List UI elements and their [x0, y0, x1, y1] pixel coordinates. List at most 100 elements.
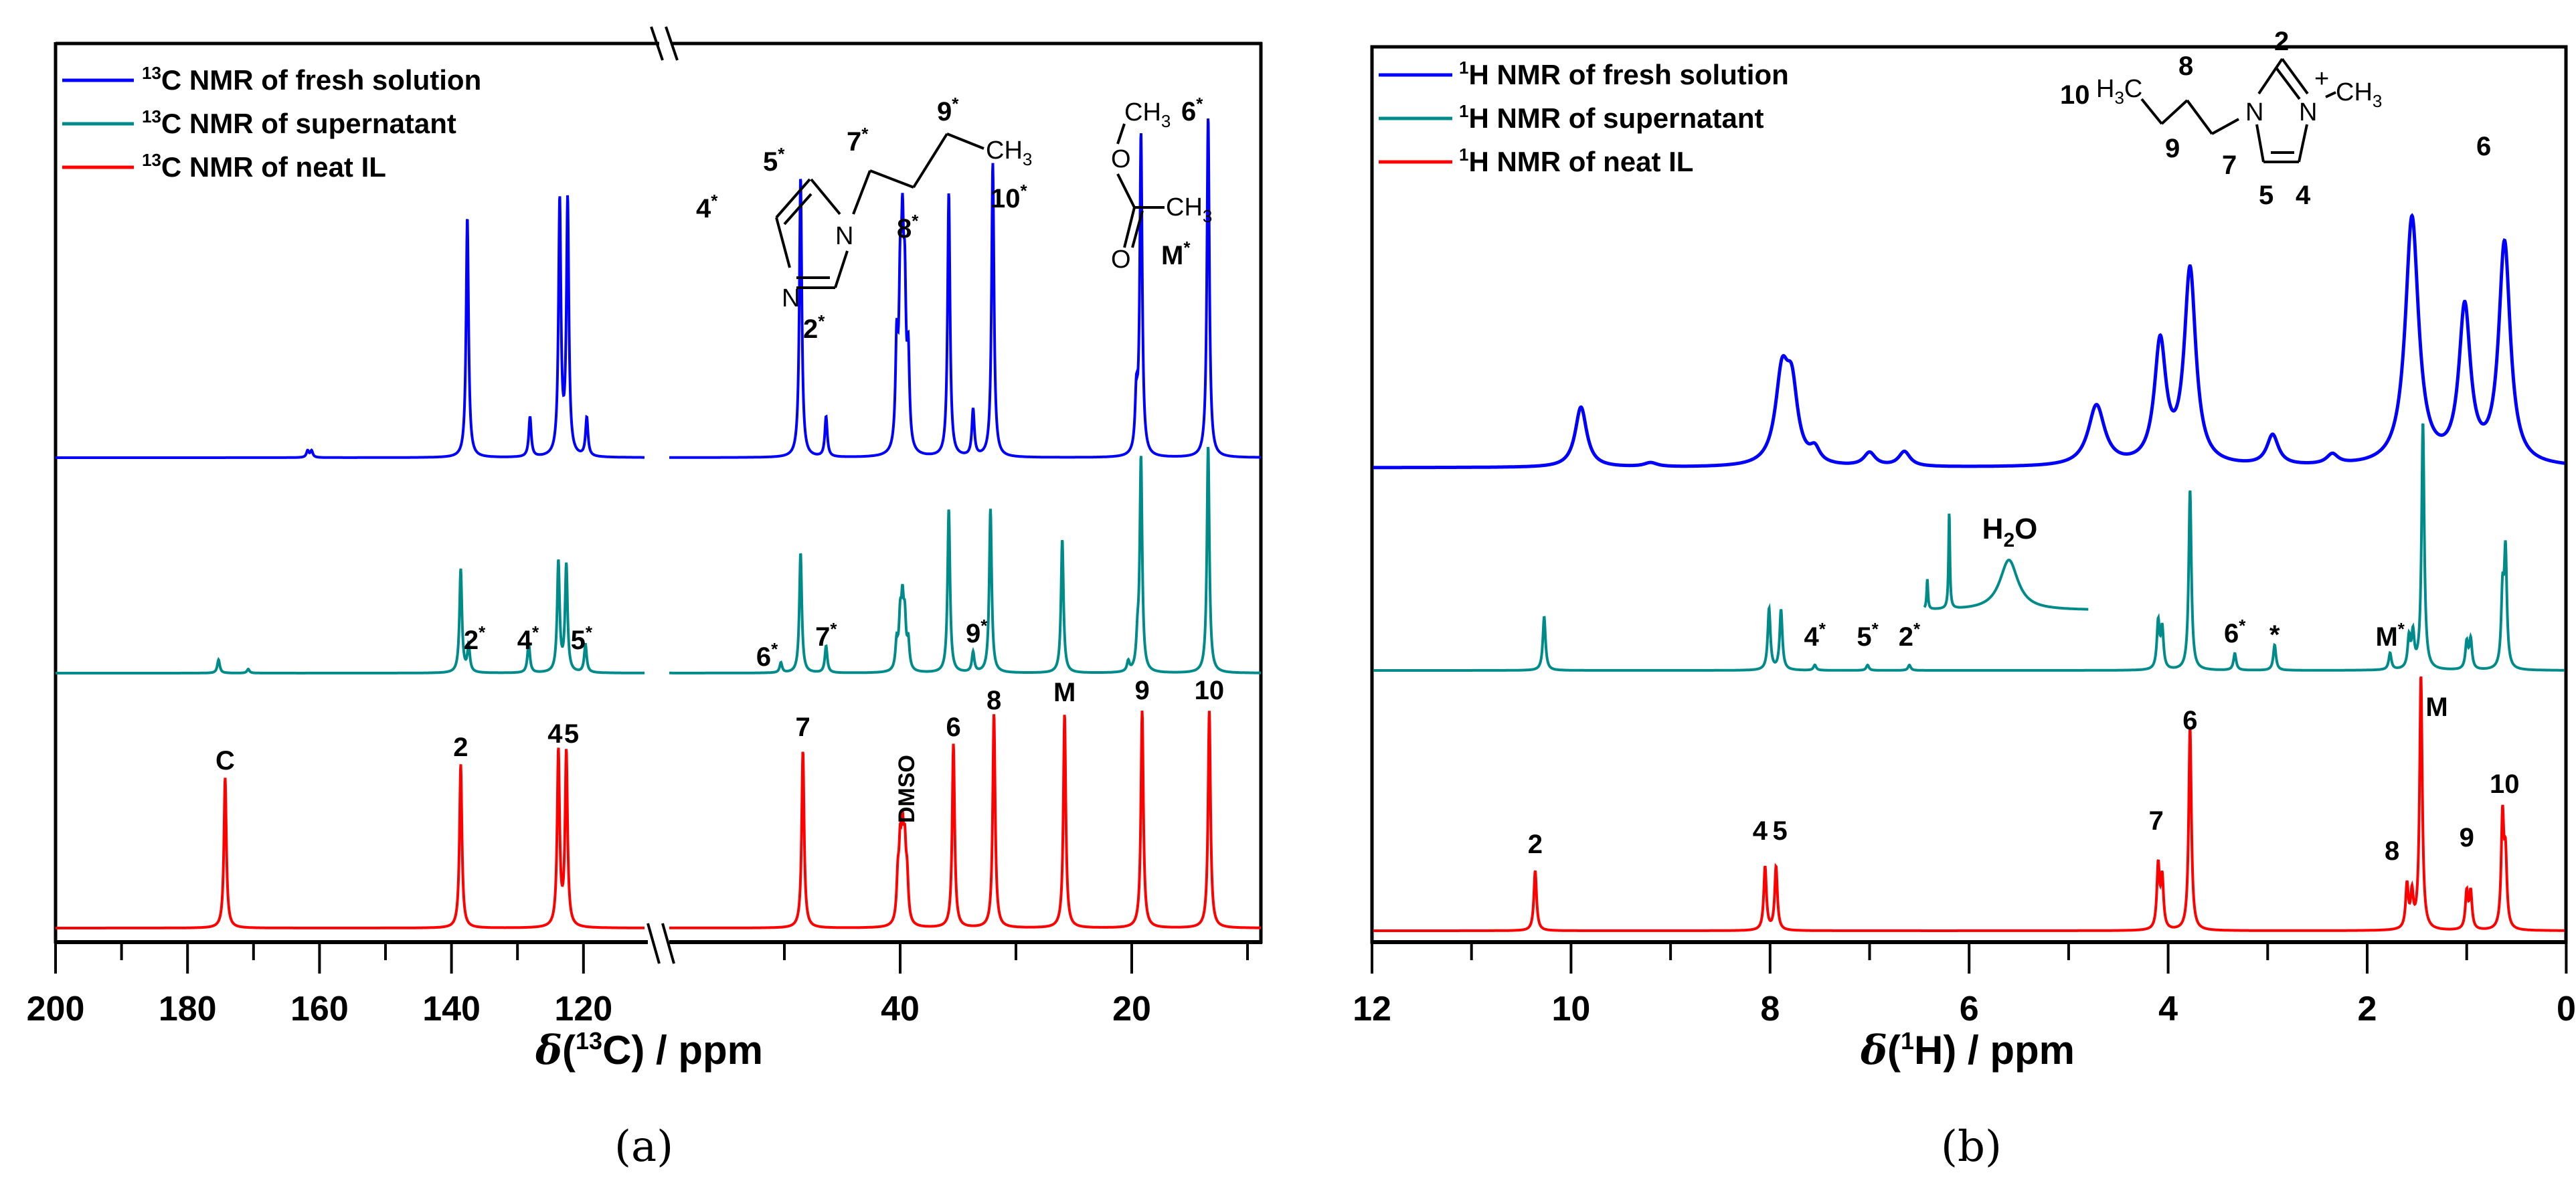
spectrum-neat-right-segment	[669, 710, 1261, 929]
panel-b-molecular-structure	[2140, 58, 2336, 163]
svg-text:7*: 7*	[847, 124, 869, 157]
peak-label: 5	[564, 719, 579, 749]
panel-a-peak-labels: C 2 4 5 7 DMSO 68 M 9 10 2* 4* 5* 6* 7* 9*	[216, 616, 1224, 823]
tick-label: 0	[2557, 990, 2576, 1028]
peak-label: M	[1053, 678, 1076, 707]
panel-b-peak-labels: 2 4 5 7 6 8 M 9 10 4* 5* 2* 6* * M*	[1528, 616, 2520, 866]
spectrum-fresh-left-segment	[56, 195, 645, 459]
panel-a-x-axis-title: δ(13C) / ppm	[535, 1027, 763, 1074]
peak-label: 6	[946, 713, 960, 742]
peak-label: 10	[2490, 769, 2520, 799]
tick-label: 140	[422, 990, 481, 1028]
svg-text:N: N	[835, 222, 853, 250]
peak-label: M	[2425, 693, 2448, 722]
svg-text:CH3: CH3	[2336, 78, 2382, 111]
peak-label: *	[2269, 620, 2280, 650]
tick-label: 180	[159, 990, 217, 1028]
peak-label: 2	[453, 733, 468, 762]
peak-label: 6*	[756, 639, 778, 672]
tick-label: 4	[2158, 990, 2178, 1028]
tick-label: 120	[554, 990, 612, 1028]
peak-label: 5*	[571, 622, 593, 655]
svg-text:CH3: CH3	[1124, 98, 1171, 131]
spectrum-fresh-right-segment	[669, 118, 1261, 459]
panel-a-spectra	[56, 118, 1261, 929]
tick-label: 40	[881, 990, 920, 1028]
peak-label: 4*	[517, 622, 539, 655]
tick-label: 12	[1353, 990, 1391, 1028]
panel-b-spectra: H2O	[1373, 213, 2565, 932]
svg-text:N: N	[2299, 98, 2317, 126]
panel-a-molecular-structure	[775, 123, 1165, 289]
peak-label: 4	[547, 719, 563, 749]
panel-b-legend: 1H NMR of fresh solution 1H NMR of super…	[1379, 58, 1789, 177]
peak-label: 5*	[1857, 619, 1879, 652]
peak-label: 7	[2149, 806, 2164, 836]
legend-label-neat: 1H NMR of neat IL	[1459, 145, 1693, 177]
peak-label: DMSO	[894, 755, 920, 823]
svg-text:9: 9	[2165, 134, 2180, 163]
peak-label: 6	[2182, 706, 2197, 735]
svg-text:6*: 6*	[1181, 94, 1203, 126]
peak-label: 2*	[1899, 619, 1921, 652]
peak-label: 9	[2460, 823, 2474, 852]
peak-label: C	[216, 746, 235, 776]
tick-label: 2	[2358, 990, 2377, 1028]
spectrum-fresh	[1373, 213, 2565, 470]
svg-text:N: N	[782, 284, 800, 312]
tick-label: 6	[1960, 990, 1979, 1028]
peak-label: 2	[1528, 830, 1543, 859]
peak-label: 4*	[1804, 619, 1826, 652]
svg-text:4*: 4*	[696, 191, 718, 223]
panel-b-frame	[1370, 45, 2568, 944]
svg-text:CH3: CH3	[1166, 193, 1212, 226]
peak-label: 7	[796, 713, 810, 742]
peak-label: 9*	[966, 616, 988, 648]
svg-text:H3C: H3C	[2096, 75, 2142, 108]
tick-label: 160	[290, 990, 349, 1028]
svg-text:8: 8	[2178, 52, 2193, 81]
spectrum-neat-left-segment	[56, 747, 645, 929]
panel-a-caption: (a)	[614, 1122, 673, 1172]
svg-text:O: O	[1111, 246, 1131, 274]
svg-text:2: 2	[2274, 27, 2289, 56]
panel-b-caption: (b)	[1941, 1122, 2002, 1172]
spectrum-neat	[1373, 676, 2565, 932]
panel-b-x-axis-title: δ(1H) / ppm	[1860, 1027, 2075, 1074]
peak-label: 5	[1773, 816, 1788, 846]
h2o-inset-spectrum	[1923, 513, 2089, 611]
svg-text:10: 10	[2060, 80, 2090, 110]
peak-label: 9	[1134, 676, 1149, 705]
svg-text:O: O	[1111, 145, 1131, 173]
legend-label-supernatant: 1H NMR of supernatant	[1459, 101, 1764, 134]
legend-label-supernatant: 13C NMR of supernatant	[142, 106, 456, 139]
legend-label-fresh: 1H NMR of fresh solution	[1459, 58, 1789, 90]
peak-label: 4	[1753, 816, 1768, 846]
legend-label-fresh: 13C NMR of fresh solution	[142, 63, 481, 96]
panel-a-x-ticks: 200 180 160 140 120 40 20	[27, 943, 1249, 1028]
spectrum-supernatant-left-segment	[56, 559, 645, 674]
tick-label: 20	[1112, 990, 1151, 1028]
peak-label: M*	[2375, 619, 2405, 652]
svg-text:6: 6	[2476, 132, 2491, 161]
tick-label: 8	[1760, 990, 1780, 1028]
svg-text:M*: M*	[1161, 238, 1191, 270]
panel-a-structure-text: N N CH3 O O CH3 CH3 5* 4* 2* 7* 8* 9* 10…	[696, 94, 1212, 344]
legend-label-neat: 13C NMR of neat IL	[142, 150, 386, 183]
spectrum-supernatant	[1373, 423, 2565, 672]
svg-text:5*: 5*	[763, 144, 785, 177]
axis-break-marks-top	[650, 26, 679, 61]
svg-text:+: +	[2314, 65, 2329, 93]
peak-label: 8	[986, 686, 1001, 715]
peak-label: 6*	[2224, 616, 2246, 648]
spectrum-supernatant-right-segment	[669, 446, 1261, 674]
svg-text:7: 7	[2222, 151, 2237, 180]
peak-label: 10	[1195, 676, 1225, 705]
svg-text:8*: 8*	[897, 211, 919, 244]
svg-text:10*: 10*	[991, 181, 1028, 213]
svg-text:N: N	[2245, 98, 2263, 126]
panel-b-x-ticks: 12 10 8 6 4 2 0	[1353, 943, 2576, 1028]
tick-label: 10	[1551, 990, 1590, 1028]
